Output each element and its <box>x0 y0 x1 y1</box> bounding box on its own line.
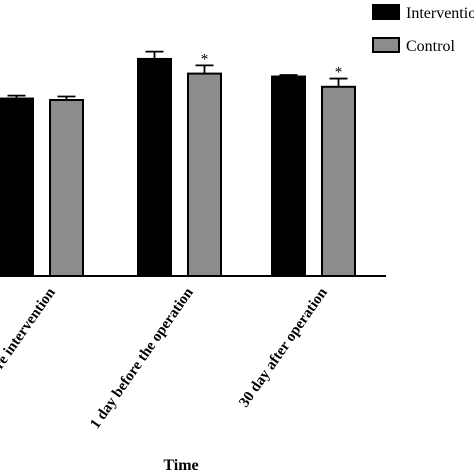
annotations-layer: ** <box>201 51 343 80</box>
bar-intervention-1 <box>137 57 172 277</box>
bars-layer <box>0 57 356 277</box>
legend-swatch-control <box>372 37 400 53</box>
x-ticks-layer: Before intervention 1 day before the oper… <box>0 285 331 432</box>
legend-label-control: Control <box>406 38 455 55</box>
bar-intervention-0 <box>0 97 34 277</box>
x-tick-label-2: 30 day after operation <box>236 285 331 411</box>
bar-control-0 <box>49 99 84 277</box>
bar-control-2 <box>321 85 356 277</box>
legend-label-intervention: Intervention <box>406 5 474 22</box>
legend: Intervention Control <box>372 4 474 55</box>
x-tick-label-1: 1 day before the operation <box>87 285 197 432</box>
error-bars-layer <box>7 50 348 100</box>
x-axis-title: Time <box>163 457 198 474</box>
x-tick-label-0: Before intervention <box>0 285 59 397</box>
legend-swatch-intervention <box>372 4 400 20</box>
bar-intervention-2 <box>271 75 306 277</box>
significance-marker-0: * <box>201 51 209 67</box>
significance-marker-1: * <box>335 65 343 81</box>
bar-control-1 <box>187 72 222 277</box>
